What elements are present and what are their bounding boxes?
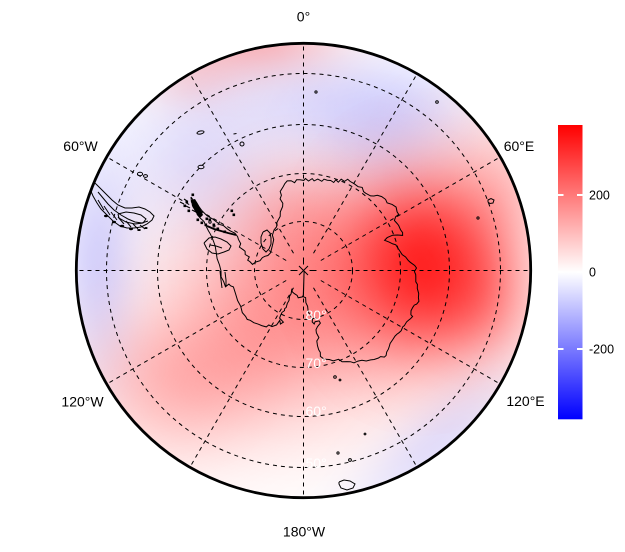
svg-text:180°W: 180°W (283, 524, 326, 540)
svg-text:60°W: 60°W (63, 138, 98, 154)
svg-text:60°: 60° (306, 403, 327, 419)
svg-text:60°E: 60°E (504, 138, 535, 154)
svg-text:70°: 70° (306, 355, 327, 371)
svg-text:50°: 50° (306, 455, 327, 471)
svg-text:0°: 0° (297, 9, 310, 25)
svg-text:120°E: 120°E (506, 393, 544, 409)
svg-text:80°: 80° (306, 307, 327, 323)
svg-text:200: 200 (589, 189, 610, 203)
svg-text:120°W: 120°W (61, 394, 104, 410)
svg-text:0: 0 (589, 266, 596, 280)
svg-text:-200: -200 (589, 343, 614, 357)
